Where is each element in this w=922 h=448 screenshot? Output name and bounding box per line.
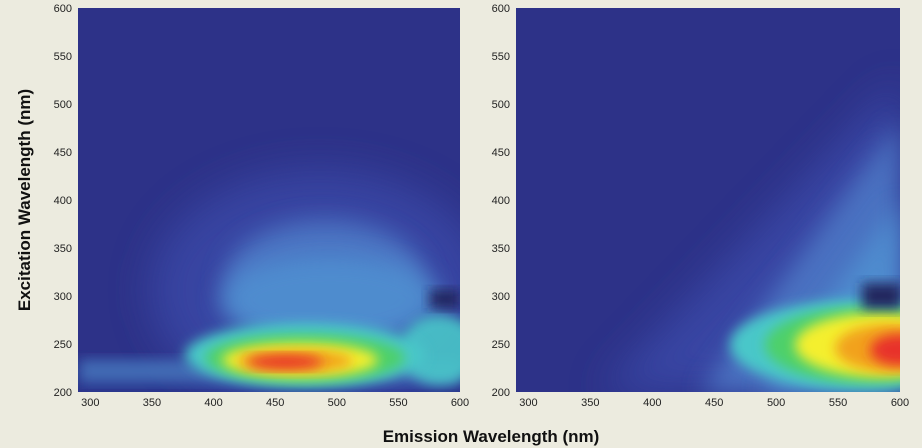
x-tick-label: 400 xyxy=(643,397,661,409)
y-tick-label: 600 xyxy=(54,3,72,15)
x-tick-label: 500 xyxy=(328,397,346,409)
x-tick-label: 350 xyxy=(581,397,599,409)
y-tick-label: 400 xyxy=(54,195,72,207)
y-tick-label: 250 xyxy=(492,339,510,351)
x-tick-label: 450 xyxy=(266,397,284,409)
y-tick-label: 300 xyxy=(54,291,72,303)
y-axis-title: Excitation Wavelength (nm) xyxy=(15,89,34,311)
y-tick-label: 500 xyxy=(54,99,72,111)
x-tick-label: 450 xyxy=(705,397,723,409)
x-tick-label: 500 xyxy=(767,397,785,409)
y-tick-label: 300 xyxy=(492,291,510,303)
heatmap-panel-right xyxy=(516,8,900,392)
y-tick-label: 400 xyxy=(492,195,510,207)
y-tick-label: 200 xyxy=(492,387,510,399)
y-tick-label: 350 xyxy=(54,243,72,255)
y-tick-label: 250 xyxy=(54,339,72,351)
x-tick-label: 300 xyxy=(81,397,99,409)
y-tick-label: 550 xyxy=(492,51,510,63)
x-tick-label: 550 xyxy=(829,397,847,409)
y-tick-label: 550 xyxy=(54,51,72,63)
heatmap-surface-left xyxy=(78,170,460,392)
heatmap-surface-right xyxy=(600,80,900,392)
x-tick-label: 600 xyxy=(891,397,909,409)
y-tick-label: 350 xyxy=(492,243,510,255)
heatmap-panel-left xyxy=(78,8,460,392)
x-tick-label: 350 xyxy=(143,397,161,409)
y-tick-label: 450 xyxy=(492,147,510,159)
y-tick-label: 500 xyxy=(492,99,510,111)
x-tick-label: 300 xyxy=(519,397,537,409)
y-tick-label: 450 xyxy=(54,147,72,159)
tick-labels-right: 300 350 400 450 500 550 600 200 250 300 350 400 450 5… xyxy=(492,3,910,409)
x-axis-title: Emission Wavelength (nm) xyxy=(383,427,600,446)
x-tick-label: 600 xyxy=(451,397,469,409)
x-tick-label: 550 xyxy=(389,397,407,409)
tick-labels-left: 300 350 400 450 500 550 600 200 250 300 350 400 450 5… xyxy=(54,3,470,409)
y-tick-label: 200 xyxy=(54,387,72,399)
y-tick-label: 600 xyxy=(492,3,510,15)
x-tick-label: 400 xyxy=(204,397,222,409)
